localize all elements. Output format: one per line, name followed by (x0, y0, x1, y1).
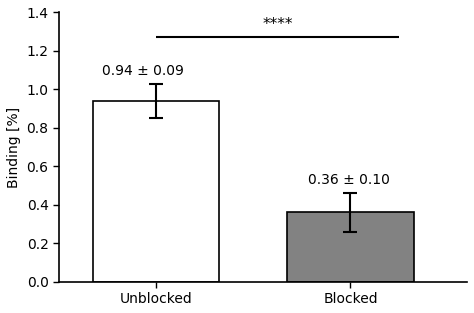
Text: 0.36 ± 0.10: 0.36 ± 0.10 (308, 173, 390, 187)
Y-axis label: Binding [%]: Binding [%] (7, 106, 21, 187)
Text: ****: **** (262, 17, 293, 32)
Text: 0.94 ± 0.09: 0.94 ± 0.09 (102, 64, 183, 78)
Bar (93, 101, 219, 282)
Bar (287, 213, 414, 282)
